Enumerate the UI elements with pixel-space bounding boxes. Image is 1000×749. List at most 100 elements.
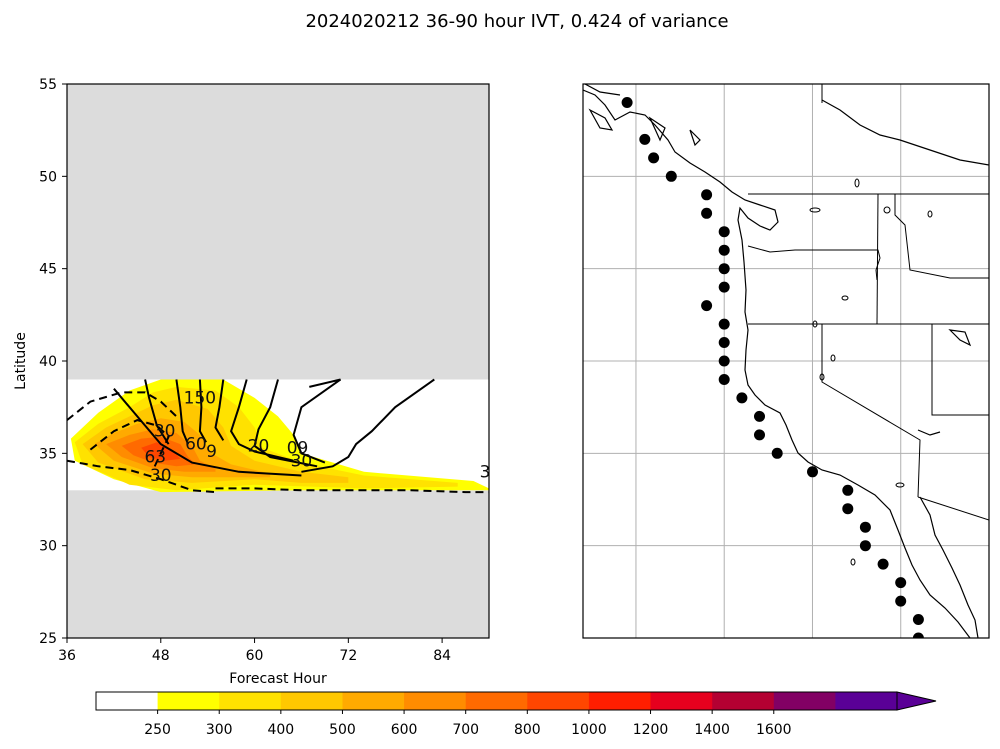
station-point-2 — [648, 152, 660, 164]
colorbar-tick-label: 800 — [514, 722, 541, 738]
contour-label-3: 9 — [206, 442, 217, 462]
station-point-14 — [718, 374, 730, 385]
station-point-16 — [754, 410, 765, 422]
contour-label-7: 63 — [144, 448, 166, 468]
x-tick-label: 36 — [58, 648, 76, 664]
border-id-or — [876, 193, 879, 325]
station-point-12 — [718, 337, 730, 348]
colorbar-segment-9 — [650, 692, 713, 710]
figure-title: 2024020212 36-90 hour IVT, 0.424 of vari… — [305, 11, 728, 32]
solid-contour-0 — [144, 379, 170, 445]
colorbar-segment-3 — [280, 692, 343, 710]
coastline — [583, 84, 989, 638]
station-point-28 — [912, 632, 924, 638]
contour-label-6: 30 — [291, 451, 313, 471]
station-point-18 — [771, 447, 783, 459]
colorbar-tick-label: 1000 — [571, 722, 607, 738]
station-points — [621, 97, 924, 638]
x-tick-label: 84 — [433, 648, 451, 664]
dashed-contour-0 — [67, 391, 178, 421]
contour-label-1: 30 — [154, 422, 176, 442]
station-point-1 — [639, 133, 651, 145]
y-tick-label: 30 — [39, 539, 57, 555]
contour-label-4: 20 — [248, 436, 270, 456]
colorbar-segment-2 — [219, 692, 282, 710]
contour-label-0: 150 — [184, 388, 216, 408]
colorbar-frame — [95, 691, 898, 711]
station-point-9 — [718, 281, 730, 293]
colorbar-segment-4 — [342, 692, 405, 710]
y-tick-label: 50 — [39, 169, 57, 185]
station-point-0 — [621, 97, 633, 108]
station-point-22 — [859, 521, 871, 533]
x-tick-label: 60 — [246, 648, 264, 664]
map-gridlines — [583, 84, 989, 638]
colorbar-segment-7 — [527, 692, 590, 710]
station-point-21 — [842, 503, 854, 515]
station-point-15 — [736, 392, 748, 404]
colorbar-segment-12 — [835, 692, 898, 710]
border-ca-nv — [821, 324, 921, 498]
x-tick-label: 48 — [152, 648, 170, 664]
colorbar-extend-arrow — [896, 691, 937, 711]
x-axis-label: Forecast Hour — [229, 671, 327, 687]
station-point-19 — [807, 466, 818, 478]
solid-contour-5 — [253, 379, 318, 468]
x-axis-ticks: 36 48 60 72 84 — [58, 638, 451, 664]
solid-contour-6 — [113, 388, 302, 477]
colorbar-segment-10 — [712, 692, 775, 710]
y-tick-label: 25 — [39, 631, 57, 647]
colorbar-tick-label: 700 — [452, 722, 479, 738]
solid-contour-1 — [175, 379, 190, 445]
border-us-mexico — [917, 496, 989, 521]
plot-background — [67, 84, 489, 638]
station-point-10 — [701, 300, 713, 312]
station-point-13 — [718, 355, 730, 367]
line-contours — [67, 378, 489, 494]
contour-label-5: 09 — [287, 438, 309, 458]
solid-contour-4 — [230, 379, 294, 462]
colorbar-tick-label: 400 — [267, 722, 294, 738]
map-frame — [582, 83, 990, 639]
station-point-4 — [701, 189, 713, 201]
lakes — [809, 178, 933, 566]
y-tick-label: 40 — [39, 354, 57, 370]
colorbar-segment-0 — [96, 692, 159, 710]
map-panel — [582, 83, 990, 639]
contour-label-9: 3 — [480, 462, 491, 482]
solid-contour-2 — [198, 379, 207, 443]
colorbar-segment-11 — [773, 692, 836, 710]
dashed-contour-2 — [89, 419, 170, 471]
border-id-mt — [894, 194, 989, 279]
station-point-7 — [718, 244, 730, 256]
station-point-6 — [718, 226, 730, 238]
station-point-25 — [895, 577, 907, 589]
colorbar-tick-label: 600 — [391, 722, 418, 738]
colorbar-tick-label: 1600 — [756, 722, 792, 738]
dashed-contour-3 — [215, 487, 489, 494]
dashed-contour-1 — [67, 459, 216, 494]
station-point-8 — [718, 263, 730, 275]
y-axis-label: Latitude — [13, 332, 29, 390]
colorbar-labels: 250 300 400 500 600 700 800 1000 1200 1400 1600 — [144, 710, 792, 738]
station-point-11 — [718, 318, 730, 330]
colorbar-segment-8 — [588, 692, 651, 710]
contour-label-2: 60 — [185, 435, 207, 455]
colorbar-tick-label: 300 — [206, 722, 233, 738]
y-tick-label: 45 — [39, 262, 57, 278]
y-axis-ticks: 25 30 35 40 45 50 55 — [39, 77, 67, 647]
filled-ivt-contours — [70, 379, 489, 493]
station-point-3 — [665, 170, 677, 182]
y-tick-label: 55 — [39, 77, 57, 93]
station-point-5 — [701, 207, 713, 219]
station-point-17 — [754, 429, 765, 441]
station-point-20 — [842, 484, 854, 496]
colorbar-tick-label: 250 — [144, 722, 171, 738]
station-point-26 — [895, 595, 907, 607]
y-tick-label: 35 — [39, 446, 57, 462]
x-tick-label: 72 — [339, 648, 357, 664]
station-point-24 — [877, 558, 889, 570]
